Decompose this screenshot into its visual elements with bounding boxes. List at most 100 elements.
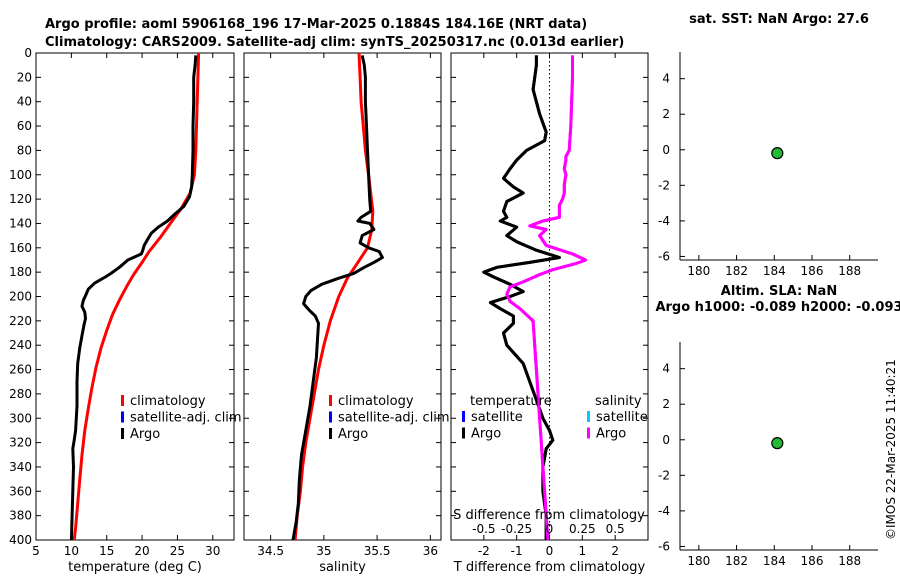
sla-xtick-label: 182 — [725, 554, 748, 568]
temperature-ytick-label: 300 — [9, 411, 32, 425]
salinity-series-climatology — [293, 52, 375, 541]
difference-xlabel: T difference from climatology — [453, 560, 646, 575]
temperature-xtick-label: 10 — [64, 544, 79, 558]
salinity-legend-label: satellite-adj. clim — [338, 411, 450, 426]
temperature-xtick-label: 5 — [32, 544, 40, 558]
salinity-xlabel: salinity — [319, 560, 366, 575]
sst-ytick-label: 2 — [662, 107, 670, 121]
temperature-ytick-label: 240 — [9, 338, 32, 352]
salinity-axes-frame — [243, 52, 442, 541]
temperature-xtick-label: 20 — [134, 544, 149, 558]
temperature-ytick-label: 400 — [9, 533, 32, 547]
difference-salinity-legend-swatch — [587, 411, 590, 422]
difference-temperature-legend-swatch — [462, 427, 465, 439]
difference-temperature-legend-label: satellite — [471, 410, 523, 425]
temperature-xtick-label: 15 — [99, 544, 114, 558]
difference-xtick-label: 1 — [579, 544, 587, 558]
difference-legend-temperature-title: temperature — [470, 394, 552, 409]
sla-xtick-label: 184 — [763, 554, 786, 568]
difference-salinity-legend-label: satellite — [596, 410, 648, 425]
sla-ytick-label: -2 — [658, 468, 670, 482]
sla-title-line: Altim. SLA: NaN — [721, 284, 837, 299]
temperature-ytick-label: 0 — [24, 46, 32, 60]
temperature-legend-swatch — [121, 428, 124, 439]
sla-xtick-label: 186 — [801, 554, 824, 568]
salinity-series-argo — [291, 55, 384, 541]
temperature-series-argo — [69, 55, 198, 541]
temperature-legend-label: climatology — [130, 394, 206, 409]
difference-s-axis-label: S difference from climatology — [453, 508, 645, 523]
difference-s-tick-label: 0 — [546, 522, 554, 536]
temperature-ytick-label: 60 — [17, 119, 32, 133]
sla-ytick-label: 4 — [662, 362, 670, 376]
sla-ytick-label: 2 — [662, 397, 670, 411]
sla-ytick-label: -4 — [658, 504, 670, 518]
temperature-ytick-label: 120 — [9, 192, 32, 206]
salinity-xtick-label: 34.5 — [257, 544, 284, 558]
difference-s-tick-label: 0.25 — [569, 522, 596, 536]
header-line-1: Argo profile: aoml 5906168_196 17-Mar-20… — [45, 17, 587, 32]
temperature-ytick-label: 320 — [9, 436, 32, 450]
temperature-ytick-label: 220 — [9, 314, 32, 328]
difference-series-temperature-argo — [482, 55, 561, 540]
temperature-ytick-label: 360 — [9, 484, 32, 498]
difference-salinity-legend-swatch — [587, 427, 590, 439]
sst-argo-point — [771, 147, 784, 160]
difference-s-tick-label: 0.5 — [606, 522, 625, 536]
temperature-xtick-label: 25 — [170, 544, 185, 558]
temperature-axes-frame — [35, 52, 235, 541]
sla-ytick-label: 0 — [662, 433, 670, 447]
difference-xtick-label: 0 — [546, 544, 554, 558]
salinity-legend-label: Argo — [338, 427, 368, 442]
sst-ytick-label: -2 — [658, 178, 670, 192]
temperature-ytick-label: 160 — [9, 241, 32, 255]
difference-legend-salinity-title: salinity — [595, 394, 642, 409]
sst-xtick-label: 184 — [763, 264, 786, 278]
salinity-xtick-label: 35 — [316, 544, 331, 558]
difference-s-tick-label: -0.5 — [472, 522, 495, 536]
sst-ytick-label: 0 — [662, 143, 670, 157]
imos-timestamp: ©IMOS 22-Mar-2025 11:40:21 — [884, 359, 898, 540]
temperature-ytick-label: 140 — [9, 216, 32, 230]
sst-ytick-label: -4 — [658, 214, 670, 228]
difference-s-tick-label: -0.25 — [501, 522, 532, 536]
temperature-xtick-label: 30 — [205, 544, 220, 558]
temperature-ytick-label: 260 — [9, 363, 32, 377]
temperature-xlabel: temperature (deg C) — [68, 560, 202, 575]
sst-xtick-label: 188 — [838, 264, 861, 278]
sst-xtick-label: 186 — [801, 264, 824, 278]
sst-xtick-label: 182 — [725, 264, 748, 278]
temperature-legend-swatch — [121, 411, 124, 423]
sla-title-line: Argo h1000: -0.089 h2000: -0.093 — [655, 300, 900, 315]
header-line-2: Climatology: CARS2009. Satellite-adj cli… — [45, 35, 624, 50]
difference-series-temperature-argo — [482, 55, 561, 540]
temperature-legend-label: satellite-adj. clim — [130, 411, 242, 426]
sst-ytick-label: 4 — [662, 72, 670, 86]
difference-temperature-legend-swatch — [462, 411, 465, 422]
sla-ytick-label: -6 — [658, 539, 670, 553]
difference-xtick-label: 2 — [611, 544, 619, 558]
temperature-ytick-label: 380 — [9, 509, 32, 523]
salinity-xtick-label: 36 — [423, 544, 438, 558]
difference-temperature-legend-label: Argo — [471, 427, 501, 442]
sst-ytick-label: -6 — [658, 249, 670, 263]
temperature-ytick-label: 20 — [17, 70, 32, 84]
difference-series-salinity-argo — [505, 55, 588, 541]
temperature-ytick-label: 280 — [9, 387, 32, 401]
salinity-legend-swatch — [329, 411, 332, 423]
sst-title-line: sat. SST: NaN Argo: 27.6 — [689, 12, 869, 27]
salinity-legend-label: climatology — [338, 394, 414, 409]
temperature-ytick-label: 40 — [17, 95, 32, 109]
sla-argo-point — [771, 437, 784, 450]
temperature-series-climatology — [72, 52, 201, 541]
difference-xtick-label: -2 — [478, 544, 490, 558]
temperature-ytick-label: 100 — [9, 168, 32, 182]
salinity-legend-swatch — [329, 395, 332, 406]
temperature-legend-swatch — [121, 395, 124, 406]
temperature-ytick-label: 200 — [9, 290, 32, 304]
temperature-legend-label: Argo — [130, 427, 160, 442]
sst-xtick-label: 180 — [687, 264, 710, 278]
sla-xtick-label: 180 — [687, 554, 710, 568]
temperature-ytick-label: 340 — [9, 460, 32, 474]
